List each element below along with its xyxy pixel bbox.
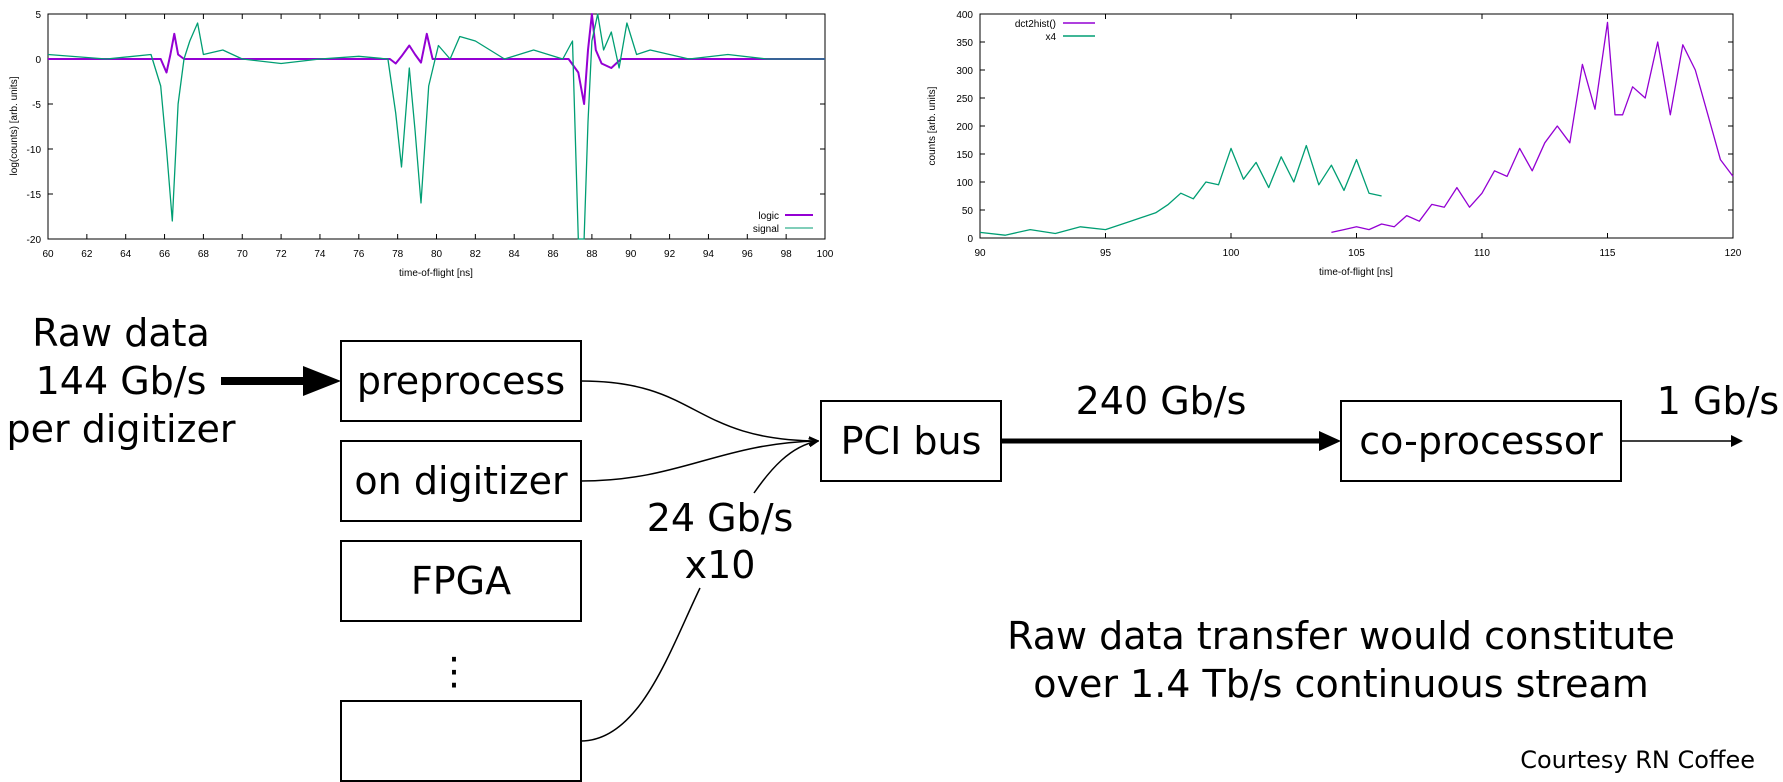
chart-2-histogram-comparison: 0 50 100 150 200 250 300 350 400 90 95 100 105 110 11… bbox=[927, 10, 1742, 278]
y-tick-label: 0 bbox=[967, 234, 973, 245]
x-tick-label: 64 bbox=[120, 249, 132, 260]
x-tick-label: 70 bbox=[237, 249, 249, 260]
x-tick-label: 94 bbox=[703, 249, 715, 260]
y-tick-label: 350 bbox=[956, 38, 973, 49]
y-tick-label: -20 bbox=[27, 235, 42, 246]
y-tick-label: -5 bbox=[32, 100, 41, 111]
box-fpga-label: FPGA bbox=[411, 559, 511, 603]
x-tick-label: 120 bbox=[1725, 248, 1742, 259]
x-tick-label: 95 bbox=[1100, 248, 1112, 259]
x-tick-label: 60 bbox=[42, 249, 54, 260]
y-tick-label: 400 bbox=[956, 10, 973, 21]
link-rate-line-1: 24 Gb/s bbox=[647, 496, 794, 540]
series-line-dct2hist bbox=[1331, 21, 1734, 234]
link-rate-label: 24 Gb/s x10 bbox=[647, 496, 794, 587]
x-tick-label: 80 bbox=[431, 249, 443, 260]
ellipsis-more-digitizers: ⋮ bbox=[435, 649, 473, 693]
box-pci-bus: PCI bus bbox=[820, 400, 1002, 482]
box-co-processor: co-processor bbox=[1340, 400, 1622, 482]
box-preprocess-label: preprocess bbox=[357, 359, 565, 403]
note-line-1: Raw data transfer would constitute bbox=[1007, 614, 1675, 658]
x-tick-label: 115 bbox=[1600, 248, 1616, 259]
box-pci-bus-label: PCI bus bbox=[841, 419, 982, 463]
raw-data-line-3: per digitizer bbox=[7, 407, 236, 451]
input-arrow bbox=[221, 366, 341, 396]
y-tick-label: -15 bbox=[27, 190, 42, 201]
x-tick-label: 66 bbox=[159, 249, 171, 260]
x-tick-label: 100 bbox=[1223, 248, 1240, 259]
y-tick-label: 200 bbox=[956, 122, 973, 133]
box-on-digitizer: on digitizer bbox=[340, 440, 582, 522]
note-text: Raw data transfer would constitute over … bbox=[1007, 614, 1675, 706]
chart-1-signal-vs-logic: 5 0 -5 -10 -15 -20 60 62 64 66 68 70 72 74 76 78 80 82 84… bbox=[9, 10, 834, 279]
x-tick-label: 110 bbox=[1474, 248, 1490, 259]
box-on-digitizer-label: on digitizer bbox=[354, 459, 568, 503]
x-tick-label: 90 bbox=[625, 249, 637, 260]
chart-2-y-axis-label: counts [arb. units] bbox=[927, 86, 938, 165]
legend-label-signal: signal bbox=[753, 224, 779, 235]
output-rate-label: 1 Gb/s bbox=[1657, 379, 1779, 423]
raw-data-line-1: Raw data bbox=[32, 311, 210, 355]
y-tick-label: 150 bbox=[956, 150, 973, 161]
x-tick-label: 62 bbox=[81, 249, 93, 260]
y-tick-label: 5 bbox=[35, 10, 41, 21]
x-tick-label: 105 bbox=[1348, 248, 1365, 259]
chart-2-series bbox=[979, 21, 1734, 236]
x-tick-label: 72 bbox=[276, 249, 288, 260]
link-rate-line-2: x10 bbox=[685, 543, 756, 587]
legend-label-logic: logic bbox=[758, 211, 779, 222]
chart-1-x-ticks: 60 62 64 66 68 70 72 74 76 78 80 82 84 86 88 90 92 94 96 98… bbox=[42, 14, 834, 260]
data-flow-diagram: Raw data 144 Gb/s per digitizer preproce… bbox=[7, 311, 1779, 782]
x-tick-label: 84 bbox=[509, 249, 521, 260]
x-tick-label: 68 bbox=[198, 249, 210, 260]
raw-data-line-2: 144 Gb/s bbox=[36, 359, 207, 403]
box-co-processor-label: co-processor bbox=[1359, 419, 1603, 463]
legend-label-x4: x4 bbox=[1045, 32, 1056, 43]
x-tick-label: 100 bbox=[817, 249, 834, 260]
series-line-logic bbox=[48, 13, 825, 105]
x-tick-label: 78 bbox=[392, 249, 404, 260]
y-tick-label: 50 bbox=[962, 206, 974, 217]
chart-2-legend: dct2hist() x4 bbox=[1015, 19, 1095, 43]
chart-1-x-axis-label: time-of-flight [ns] bbox=[399, 268, 473, 279]
chart-2-x-axis-label: time-of-flight [ns] bbox=[1319, 267, 1393, 278]
chart-1-y-axis-label: log(counts) [arb. units] bbox=[9, 76, 20, 175]
series-line-signal bbox=[47, 13, 825, 240]
x-tick-label: 82 bbox=[470, 249, 482, 260]
series-line-x4 bbox=[979, 144, 1382, 236]
box-empty-digitizer bbox=[340, 700, 582, 782]
x-tick-label: 76 bbox=[353, 249, 365, 260]
y-tick-label: 250 bbox=[956, 94, 973, 105]
chart-1-legend: logic signal bbox=[753, 211, 813, 235]
bus-rate-label: 240 Gb/s bbox=[1076, 379, 1247, 423]
x-tick-label: 86 bbox=[547, 249, 559, 260]
chart-2-y-ticks: 0 50 100 150 200 250 300 350 400 bbox=[956, 10, 1733, 245]
x-tick-label: 74 bbox=[314, 249, 326, 260]
converging-links bbox=[580, 380, 818, 742]
x-tick-label: 96 bbox=[742, 249, 754, 260]
y-tick-label: 0 bbox=[35, 55, 41, 66]
chart-1-series bbox=[47, 13, 825, 240]
chart-2-x-ticks: 90 95 100 105 110 115 120 bbox=[974, 14, 1742, 259]
x-tick-label: 90 bbox=[974, 248, 986, 259]
raw-data-label: Raw data 144 Gb/s per digitizer bbox=[7, 311, 236, 451]
y-tick-label: 100 bbox=[956, 178, 973, 189]
x-tick-label: 88 bbox=[586, 249, 598, 260]
credit-text: Courtesy RN Coffee bbox=[1520, 746, 1755, 774]
output-arrow bbox=[1621, 435, 1743, 447]
legend-label-dct2hist: dct2hist() bbox=[1015, 19, 1056, 30]
box-fpga: FPGA bbox=[340, 540, 582, 622]
y-tick-label: 300 bbox=[956, 66, 973, 77]
y-tick-label: -10 bbox=[27, 145, 42, 156]
box-preprocess: preprocess bbox=[340, 340, 582, 422]
x-tick-label: 98 bbox=[781, 249, 793, 260]
note-line-2: over 1.4 Tb/s continuous stream bbox=[1033, 662, 1649, 706]
chart-2-frame bbox=[979, 13, 1734, 239]
bus-arrow bbox=[1001, 431, 1341, 451]
x-tick-label: 92 bbox=[664, 249, 676, 260]
